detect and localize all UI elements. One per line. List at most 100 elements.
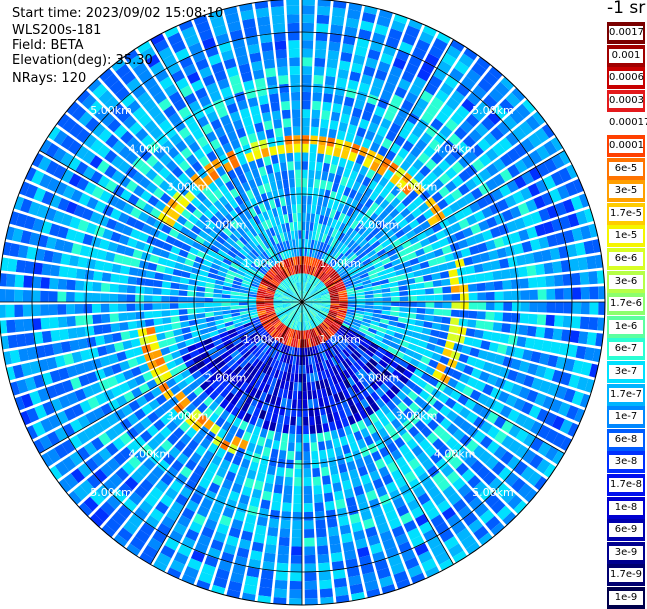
data-cell bbox=[285, 222, 291, 232]
data-cell bbox=[341, 417, 350, 428]
data-cell bbox=[372, 289, 382, 294]
data-cell bbox=[86, 371, 98, 384]
data-cell bbox=[562, 315, 573, 328]
data-cell bbox=[257, 213, 265, 223]
data-cell bbox=[251, 187, 260, 197]
data-cell bbox=[256, 306, 266, 310]
data-cell bbox=[158, 364, 169, 374]
data-cell bbox=[136, 277, 146, 286]
data-cell bbox=[313, 298, 322, 301]
data-cell bbox=[113, 452, 127, 466]
data-cell bbox=[192, 432, 204, 444]
data-cell bbox=[5, 289, 15, 302]
data-cell bbox=[67, 140, 82, 155]
data-cell bbox=[373, 293, 383, 298]
colorbar-swatch: 0.00017 bbox=[607, 112, 647, 135]
data-cell bbox=[310, 287, 317, 295]
data-cell bbox=[420, 372, 432, 383]
colorbar-tick-label: 1.7e-7 bbox=[609, 387, 643, 402]
data-cell bbox=[248, 217, 257, 228]
data-cell bbox=[316, 241, 321, 250]
data-cell bbox=[306, 283, 310, 292]
data-cell bbox=[380, 283, 390, 289]
data-cell bbox=[299, 347, 302, 357]
data-cell bbox=[307, 382, 312, 391]
data-cell bbox=[55, 410, 69, 425]
data-cell bbox=[527, 132, 542, 148]
data-cell bbox=[204, 287, 214, 293]
data-cell bbox=[94, 260, 105, 271]
data-cell bbox=[220, 409, 230, 421]
data-cell bbox=[153, 112, 167, 126]
data-cell bbox=[270, 358, 277, 368]
data-cell bbox=[358, 184, 368, 195]
data-cell bbox=[152, 303, 162, 310]
data-cell bbox=[303, 304, 309, 312]
data-cell bbox=[248, 288, 258, 293]
data-cell bbox=[156, 523, 172, 537]
data-cell bbox=[320, 262, 327, 271]
data-cell bbox=[170, 316, 180, 323]
data-cell bbox=[370, 402, 380, 413]
data-cell bbox=[264, 544, 277, 554]
data-cell bbox=[430, 451, 443, 464]
data-cell bbox=[186, 252, 197, 261]
data-cell bbox=[41, 190, 54, 205]
data-cell bbox=[527, 471, 542, 487]
data-cell bbox=[304, 511, 314, 521]
data-cell bbox=[409, 337, 420, 346]
data-cell bbox=[216, 523, 230, 535]
data-cell bbox=[219, 184, 229, 195]
data-cell bbox=[290, 555, 302, 564]
data-cell bbox=[50, 329, 61, 342]
data-cell bbox=[198, 323, 208, 330]
data-cell bbox=[467, 475, 482, 489]
data-cell bbox=[313, 303, 322, 306]
data-cell bbox=[337, 311, 347, 316]
data-cell bbox=[358, 344, 368, 352]
data-cell bbox=[326, 283, 335, 289]
data-cell bbox=[369, 342, 380, 350]
data-cell bbox=[431, 272, 441, 281]
data-cell bbox=[261, 230, 269, 240]
data-cell bbox=[240, 391, 249, 402]
data-cell bbox=[197, 534, 212, 547]
data-cell bbox=[567, 344, 578, 358]
data-cell bbox=[282, 305, 292, 309]
data-cell bbox=[296, 425, 302, 435]
data-cell bbox=[364, 435, 374, 446]
data-cell bbox=[250, 316, 260, 322]
data-cell bbox=[338, 340, 347, 349]
data-cell bbox=[253, 275, 262, 282]
data-cell bbox=[416, 295, 426, 301]
data-cell bbox=[171, 69, 185, 83]
data-cell bbox=[359, 205, 369, 216]
data-cell bbox=[326, 316, 335, 322]
data-cell bbox=[174, 203, 185, 215]
data-cell bbox=[99, 356, 111, 367]
data-cell bbox=[220, 114, 232, 126]
data-cell bbox=[322, 423, 330, 433]
data-cell bbox=[242, 233, 251, 243]
data-cell bbox=[149, 61, 165, 76]
data-cell bbox=[402, 224, 413, 234]
data-cell bbox=[539, 380, 552, 394]
data-cell bbox=[156, 552, 172, 567]
data-cell bbox=[366, 265, 376, 273]
data-cell bbox=[244, 477, 255, 489]
data-cell bbox=[545, 314, 555, 327]
data-cell bbox=[219, 231, 229, 241]
data-cell bbox=[265, 346, 273, 355]
data-cell bbox=[522, 214, 534, 227]
data-cell bbox=[364, 102, 376, 114]
data-cell bbox=[153, 187, 165, 199]
data-cell bbox=[125, 166, 138, 179]
data-cell bbox=[409, 358, 420, 368]
data-cell bbox=[273, 350, 280, 360]
data-cell bbox=[281, 335, 287, 344]
data-cell bbox=[262, 50, 275, 61]
data-cell bbox=[330, 303, 340, 306]
data-cell bbox=[143, 295, 153, 302]
data-cell bbox=[287, 22, 300, 32]
data-cell bbox=[279, 261, 285, 270]
